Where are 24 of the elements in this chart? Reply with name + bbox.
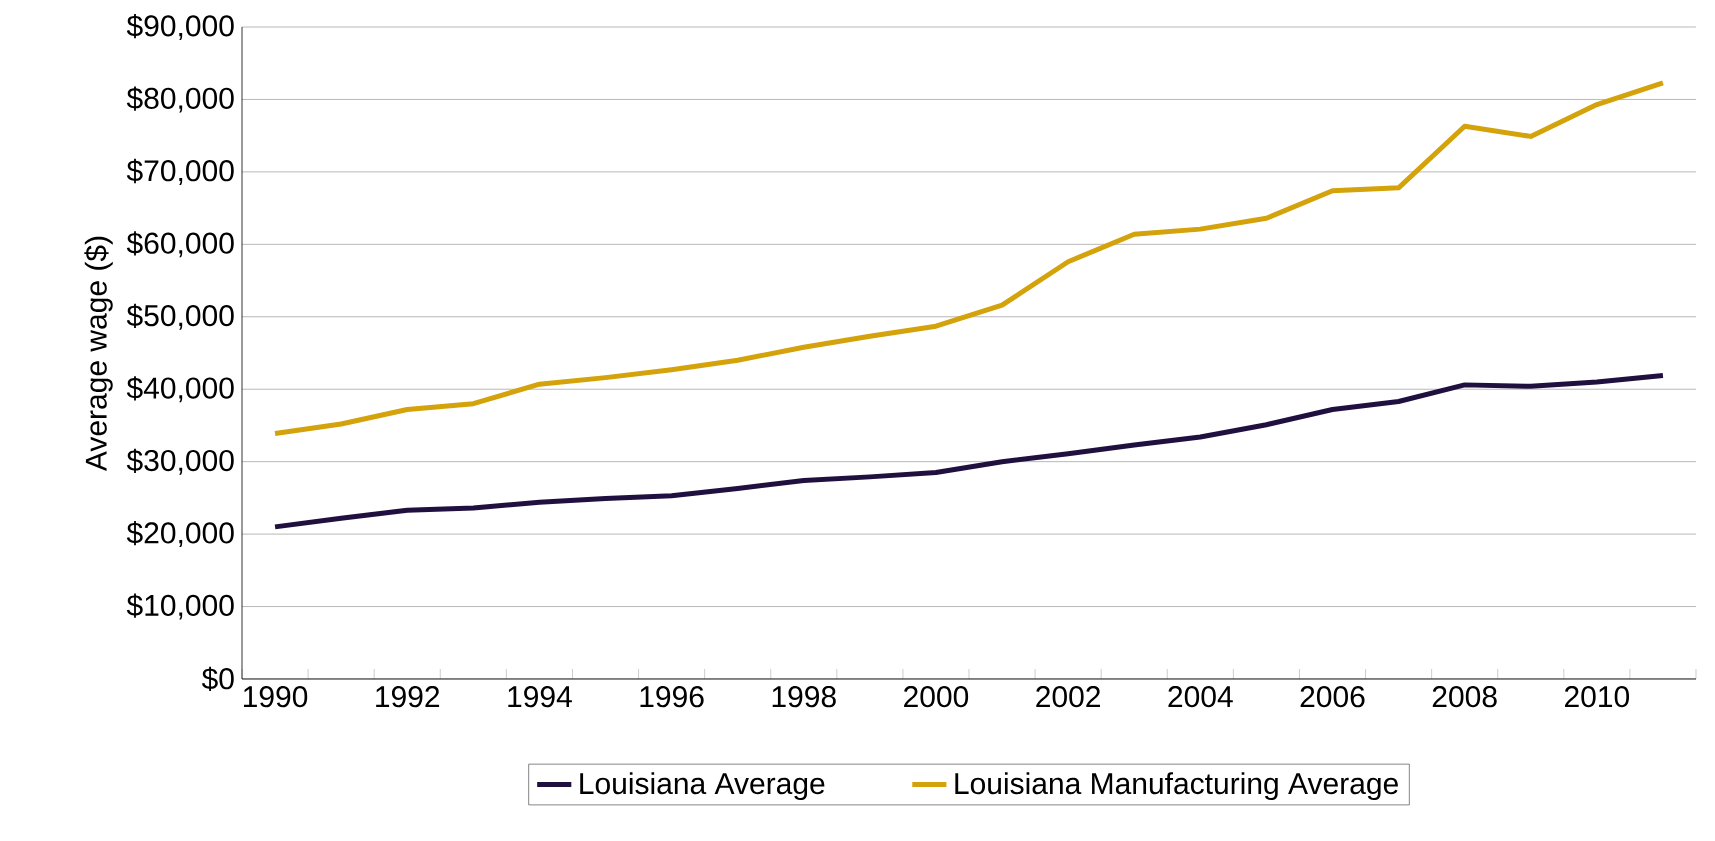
x-tick-label: 2000 (904, 686, 969, 708)
y-tick-label: $40,000 (126, 376, 234, 403)
y-tick-label: $60,000 (126, 231, 234, 258)
y-tick-label: $0 (201, 666, 234, 692)
x-tick-label: 1998 (772, 686, 836, 708)
y-tick-label: $80,000 (126, 86, 234, 113)
x-tick-label: 2002 (1036, 686, 1100, 708)
x-tick-label: 1996 (640, 686, 704, 708)
x-tick-label: 1990 (243, 686, 308, 708)
y-tick-label: $50,000 (126, 303, 234, 330)
x-tick-label: 2006 (1300, 686, 1365, 708)
y-axis-title: Average wage ($) (84, 236, 113, 472)
x-tick-label: 2004 (1168, 686, 1233, 708)
y-tick-label: $10,000 (126, 593, 234, 620)
legend-label: Louisiana Manufacturing Average (955, 772, 1398, 801)
legend-label: Louisiana Average (580, 772, 825, 801)
y-tick-label: $70,000 (126, 158, 234, 185)
y-tick-label: $30,000 (126, 448, 234, 475)
y-tick-label: $20,000 (126, 521, 234, 548)
x-tick-label: 1994 (508, 686, 572, 708)
x-tick-label: 2008 (1432, 686, 1497, 708)
x-tick-label: 1992 (376, 686, 440, 708)
y-tick-label: $90,000 (126, 13, 234, 41)
x-tick-label: 2010 (1564, 686, 1630, 708)
